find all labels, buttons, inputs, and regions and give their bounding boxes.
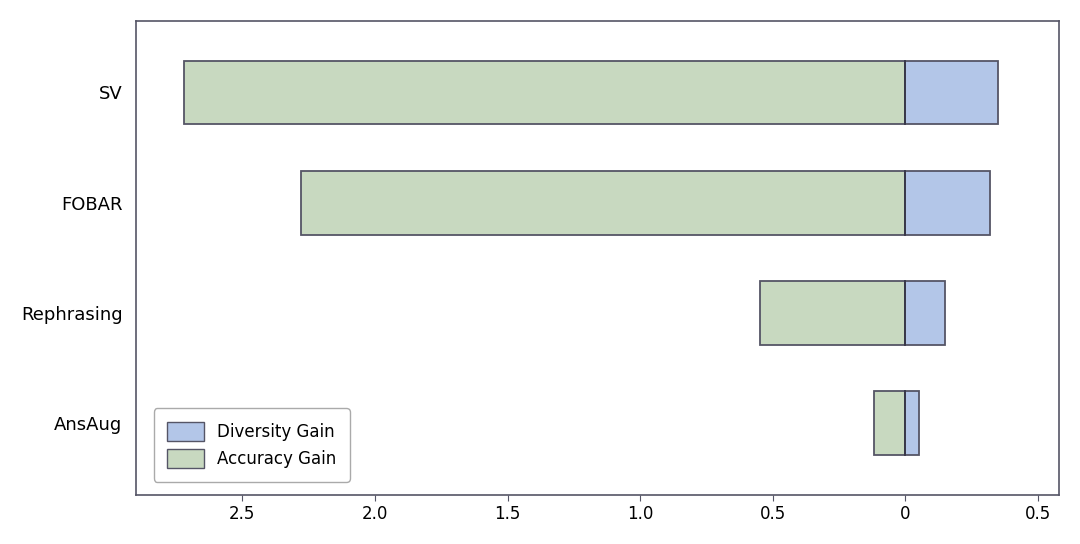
Bar — [905, 171, 990, 234]
Bar — [905, 391, 919, 455]
Bar — [874, 391, 905, 455]
Legend: Diversity Gain, Accuracy Gain: Diversity Gain, Accuracy Gain — [154, 408, 350, 481]
Bar — [905, 281, 945, 345]
Bar — [184, 60, 905, 125]
Bar — [905, 60, 998, 125]
Bar — [300, 171, 905, 234]
Bar — [759, 281, 905, 345]
